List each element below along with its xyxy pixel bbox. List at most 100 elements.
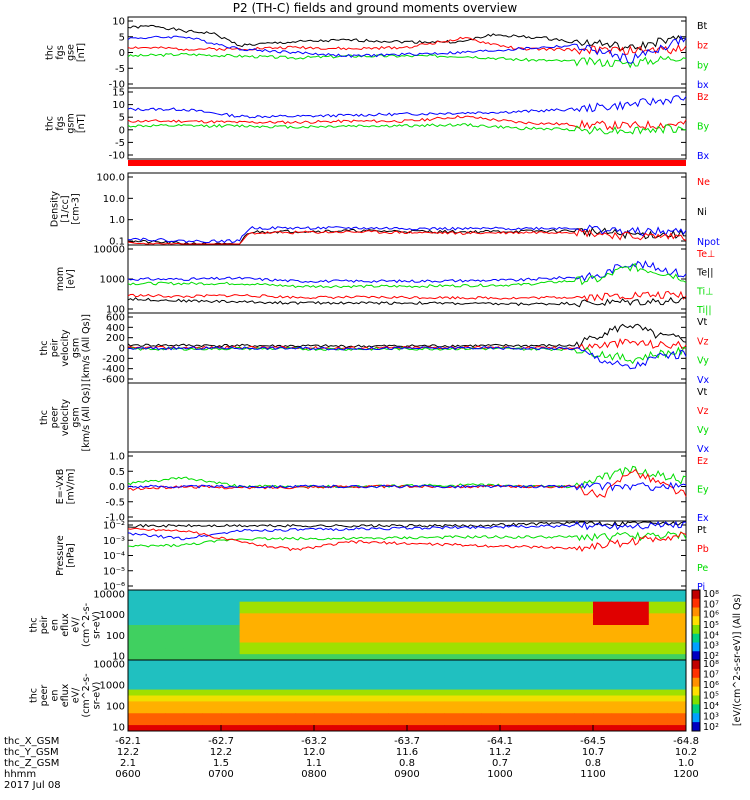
spectrogram-cell xyxy=(183,725,203,732)
orbit-row-label: thc_X_GSM xyxy=(4,736,59,747)
spectrogram-cell xyxy=(462,689,482,696)
spectrogram-cell xyxy=(276,590,296,597)
ytick-label: 15 xyxy=(112,88,125,99)
spectrogram-cell xyxy=(351,595,371,603)
spectrogram-cell xyxy=(388,719,408,726)
spectrogram-cell xyxy=(276,677,296,685)
spectrogram-cell xyxy=(425,719,445,726)
spectrogram-cell xyxy=(221,719,241,726)
spectrogram-cell xyxy=(221,701,241,708)
spectrogram-cell xyxy=(146,707,166,714)
colorbar-tick: 10³ xyxy=(703,641,719,652)
spectrogram-cell xyxy=(630,590,650,597)
spectrogram-cell xyxy=(351,677,371,685)
spectrogram-cell xyxy=(500,595,520,603)
spectrogram-cell xyxy=(202,630,222,638)
colorbar-tick: 10⁸ xyxy=(703,659,719,670)
spectrogram-cell xyxy=(518,713,538,720)
ytick-label: 100.0 xyxy=(96,173,125,184)
spectrogram-cell xyxy=(351,613,371,620)
ytick-label: 0.5 xyxy=(109,467,125,478)
spectrogram-cell xyxy=(165,713,185,720)
spectrogram-cell xyxy=(183,719,203,726)
spectrogram-cell xyxy=(667,725,687,732)
orbit-value: 1.0 xyxy=(678,758,694,769)
spectrogram-cell xyxy=(295,630,315,638)
spectrogram-cell xyxy=(648,648,668,655)
yaxis-label: velocity xyxy=(60,329,71,367)
spectrogram-cell xyxy=(258,683,278,691)
spectrogram-cell xyxy=(183,613,203,620)
spectrogram-cell xyxy=(295,613,315,620)
spectrogram-cell xyxy=(202,671,222,679)
ytick-label: 400 xyxy=(106,323,125,334)
spectrogram-cell xyxy=(295,713,315,720)
spectrogram-cell xyxy=(276,648,296,655)
spectrogram-cell xyxy=(146,654,166,661)
orbit-value: -62.1 xyxy=(115,736,141,747)
spectrogram-cell xyxy=(128,713,148,720)
spectrogram-cell xyxy=(667,701,687,708)
spectrogram-cell xyxy=(611,625,631,632)
spectrogram-cell xyxy=(407,660,427,667)
spectrogram-cell xyxy=(593,630,613,638)
spectrogram-cell xyxy=(574,590,594,597)
spectrogram-cell xyxy=(258,619,278,626)
legend-entry: Te|| xyxy=(696,268,713,279)
spectrogram-cell xyxy=(165,642,185,649)
spectrogram-cell xyxy=(667,695,687,702)
spectrogram-cell xyxy=(555,613,575,620)
spectrogram-cell xyxy=(537,642,557,649)
ytick-label: 100 xyxy=(106,702,125,713)
colorbar-segment xyxy=(692,598,700,608)
spectrogram-cell xyxy=(202,636,222,643)
spectrogram-cell xyxy=(407,625,427,632)
spectrogram-cell xyxy=(444,660,464,667)
ytick-label: 10⁻⁴ xyxy=(103,551,125,562)
orbit-value: -62.7 xyxy=(208,736,234,747)
spectrogram-cell xyxy=(555,689,575,696)
spectrogram-cell xyxy=(574,701,594,708)
spectrogram-cell xyxy=(369,665,389,673)
ytick-label: 10⁻⁵ xyxy=(103,566,125,577)
spectrogram-cell xyxy=(593,595,613,603)
colorbar-segment xyxy=(692,633,700,643)
spectrogram-cell xyxy=(407,595,427,603)
spectrogram-cell xyxy=(500,660,520,667)
spectrogram-cell xyxy=(518,683,538,691)
spectrogram-cell xyxy=(351,601,371,608)
panel-frame-peer_vel xyxy=(127,382,687,453)
spectrogram-cell xyxy=(611,719,631,726)
spectrogram-cell xyxy=(518,630,538,638)
spectrogram-cell xyxy=(314,595,334,603)
spectrogram-cell xyxy=(425,595,445,603)
series-Ex xyxy=(127,481,687,492)
spectrogram-cell xyxy=(165,671,185,679)
spectrogram-cell xyxy=(295,590,315,597)
spectrogram-cell xyxy=(202,725,222,732)
spectrogram-cell xyxy=(667,713,687,720)
spectrogram-cell xyxy=(314,713,334,720)
series-Pi xyxy=(127,520,687,541)
spectrogram-cell xyxy=(444,671,464,679)
spectrogram-cell xyxy=(295,677,315,685)
spectrogram-cell xyxy=(574,601,594,608)
yaxis-label: sr-eV) xyxy=(92,682,103,710)
spectrogram-cell xyxy=(165,677,185,685)
spectrogram-cell xyxy=(332,601,352,608)
spectrogram-cell xyxy=(351,701,371,708)
ytick-label: 10 xyxy=(112,100,125,111)
spectrogram-cell xyxy=(444,636,464,643)
colorbar-segment xyxy=(692,660,700,670)
orbit-value: 11.6 xyxy=(396,747,418,758)
spectrogram-cell xyxy=(202,590,222,597)
legend-entry: Te⊥ xyxy=(696,249,715,260)
spectrogram-cell xyxy=(630,595,650,603)
spectrogram-cell xyxy=(351,636,371,643)
spectrogram-cell xyxy=(500,713,520,720)
spectrogram-cell xyxy=(648,677,668,685)
spectrogram-cell xyxy=(481,719,501,726)
series-Pe xyxy=(127,530,687,548)
spectrogram-cell xyxy=(574,642,594,649)
spectrogram-cell xyxy=(462,590,482,597)
